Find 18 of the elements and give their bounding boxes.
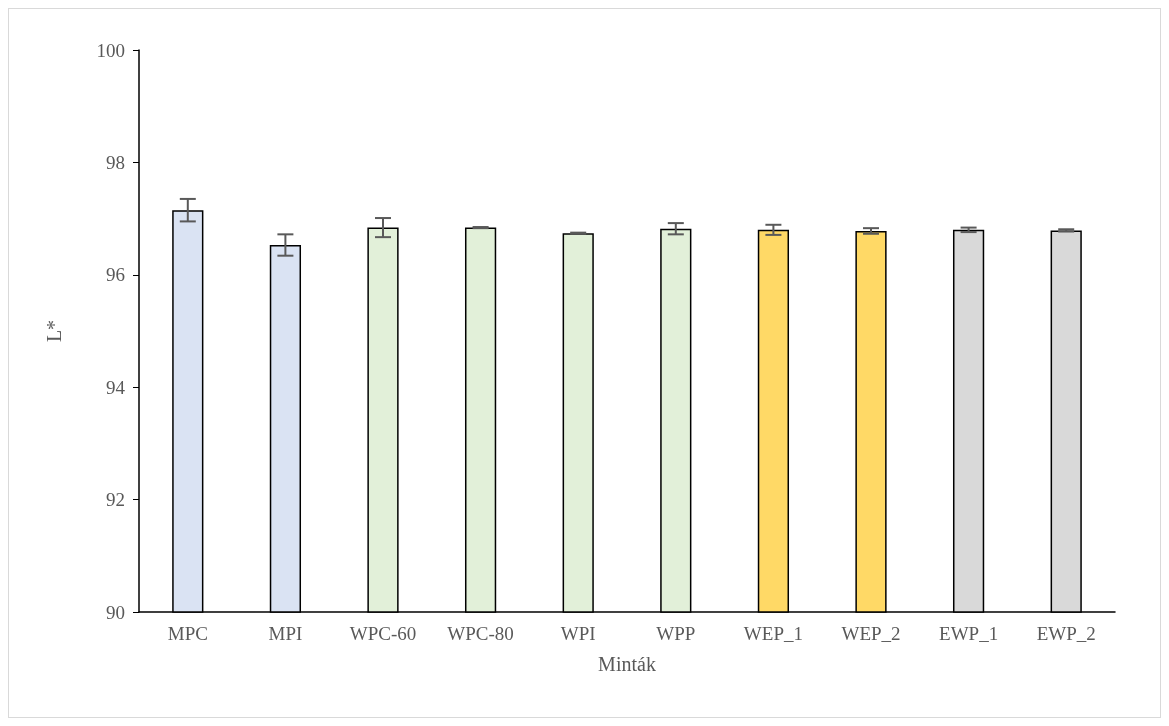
x-tick-label: EWP_2 xyxy=(1036,623,1096,644)
y-tick-label: 90 xyxy=(106,601,125,623)
y-axis-title: L* xyxy=(43,319,65,343)
x-tick-label: WPP xyxy=(656,623,696,644)
x-tick-label: WPC-60 xyxy=(349,623,417,644)
y-tick-label: 96 xyxy=(106,264,125,286)
x-tick-label: MPC xyxy=(167,623,208,644)
x-tick-label: WPC-80 xyxy=(447,623,514,644)
y-tick-label: 98 xyxy=(106,151,125,173)
x-tick-label: MPI xyxy=(268,623,303,644)
x-tick-label: WPI xyxy=(560,623,596,644)
y-tick-label: 100 xyxy=(96,39,125,61)
y-tick-label: 92 xyxy=(106,489,125,511)
x-tick-label: EWP_1 xyxy=(939,623,999,644)
x-axis-title: Minták xyxy=(598,653,656,675)
x-tick-label: WEP_2 xyxy=(841,623,901,644)
y-tick-label: 94 xyxy=(106,376,126,398)
x-tick-label: WEP_1 xyxy=(743,623,803,644)
